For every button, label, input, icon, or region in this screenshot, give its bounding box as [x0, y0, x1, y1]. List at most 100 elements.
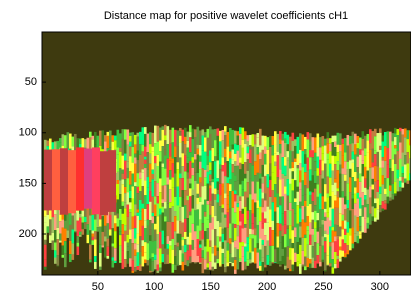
image-streak	[382, 209, 385, 211]
image-streak	[144, 147, 147, 157]
image-streak	[149, 259, 152, 271]
image-streak	[202, 136, 205, 151]
image-streak	[397, 170, 400, 179]
image-streak	[344, 209, 347, 220]
image-streak	[339, 250, 342, 258]
image-streak	[137, 244, 140, 252]
image-streak	[89, 260, 92, 263]
image-streak	[267, 207, 270, 223]
image-streak	[334, 142, 337, 148]
image-streak	[334, 136, 337, 142]
image-streak	[302, 232, 305, 238]
image-streak	[337, 170, 340, 188]
image-streak	[262, 240, 265, 245]
image-streak	[287, 210, 290, 226]
image-streak	[142, 226, 145, 240]
image-streak	[402, 129, 405, 135]
image-streak	[209, 201, 212, 204]
image-streak	[162, 130, 165, 146]
image-streak	[47, 141, 50, 147]
image-streak	[199, 145, 202, 156]
image-streak	[129, 133, 132, 136]
image-streak	[254, 235, 257, 248]
image-streak	[349, 228, 352, 235]
image-streak	[292, 243, 295, 248]
image-streak	[194, 247, 197, 262]
image-streak	[267, 167, 270, 174]
image-streak	[89, 132, 92, 138]
image-streak	[314, 242, 317, 261]
image-streak	[232, 224, 235, 243]
image-streak	[347, 250, 350, 254]
image-streak	[292, 209, 295, 227]
image-streak	[244, 192, 247, 207]
image-streak	[234, 224, 237, 228]
image-streak	[234, 228, 237, 241]
image-streak	[187, 163, 190, 172]
image-streak	[344, 221, 347, 229]
image-streak	[199, 248, 202, 257]
image-streak	[137, 193, 140, 209]
image-streak	[334, 179, 337, 183]
image-streak	[129, 198, 132, 202]
image-streak	[329, 144, 332, 152]
image-streak	[182, 178, 185, 190]
image-streak	[312, 175, 315, 192]
image-streak	[282, 178, 285, 196]
image-streak	[317, 197, 320, 213]
image-streak	[394, 154, 397, 164]
image-streak	[257, 200, 260, 208]
image-streak	[337, 240, 340, 256]
image-streak	[192, 224, 195, 240]
image-streak	[307, 206, 310, 216]
image-streak	[284, 166, 287, 176]
image-streak	[167, 159, 170, 178]
image-streak	[367, 141, 370, 153]
image-streak	[234, 241, 237, 248]
image-streak	[219, 223, 222, 227]
image-streak	[292, 227, 295, 231]
image-streak	[129, 156, 132, 171]
image-streak	[339, 236, 342, 246]
image-streak	[374, 129, 377, 137]
image-streak	[222, 171, 225, 183]
image-streak	[372, 216, 375, 220]
image-streak	[157, 249, 160, 265]
image-streak	[382, 157, 385, 160]
image-streak	[332, 267, 335, 273]
image-streak	[132, 132, 135, 147]
image-streak	[144, 195, 147, 209]
image-streak	[87, 224, 90, 234]
image-streak	[57, 209, 60, 228]
image-streak	[402, 173, 405, 177]
image-area	[42, 32, 411, 275]
image-streak	[57, 228, 60, 239]
image-streak	[62, 255, 65, 258]
image-streak	[117, 130, 120, 148]
image-streak	[222, 229, 225, 234]
image-streak	[254, 248, 257, 264]
image-streak	[124, 187, 127, 193]
image-streak	[224, 132, 227, 135]
image-streak	[359, 174, 362, 182]
image-streak	[304, 206, 307, 222]
image-streak	[199, 197, 202, 202]
image-streak	[307, 139, 310, 157]
image-streak	[217, 221, 220, 236]
image-streak	[244, 228, 247, 244]
y-tick-label: 50	[25, 76, 37, 88]
image-streak	[122, 251, 125, 269]
image-streak	[312, 157, 315, 175]
image-streak	[274, 229, 277, 234]
image-streak	[294, 139, 297, 146]
image-streak	[69, 134, 72, 149]
image-streak	[367, 189, 370, 204]
image-streak	[274, 153, 277, 161]
image-streak	[232, 160, 235, 164]
image-streak	[319, 262, 322, 267]
image-streak	[192, 250, 195, 262]
image-streak	[294, 162, 297, 180]
image-streak	[199, 202, 202, 220]
image-streak	[214, 140, 217, 156]
image-streak	[139, 155, 142, 173]
